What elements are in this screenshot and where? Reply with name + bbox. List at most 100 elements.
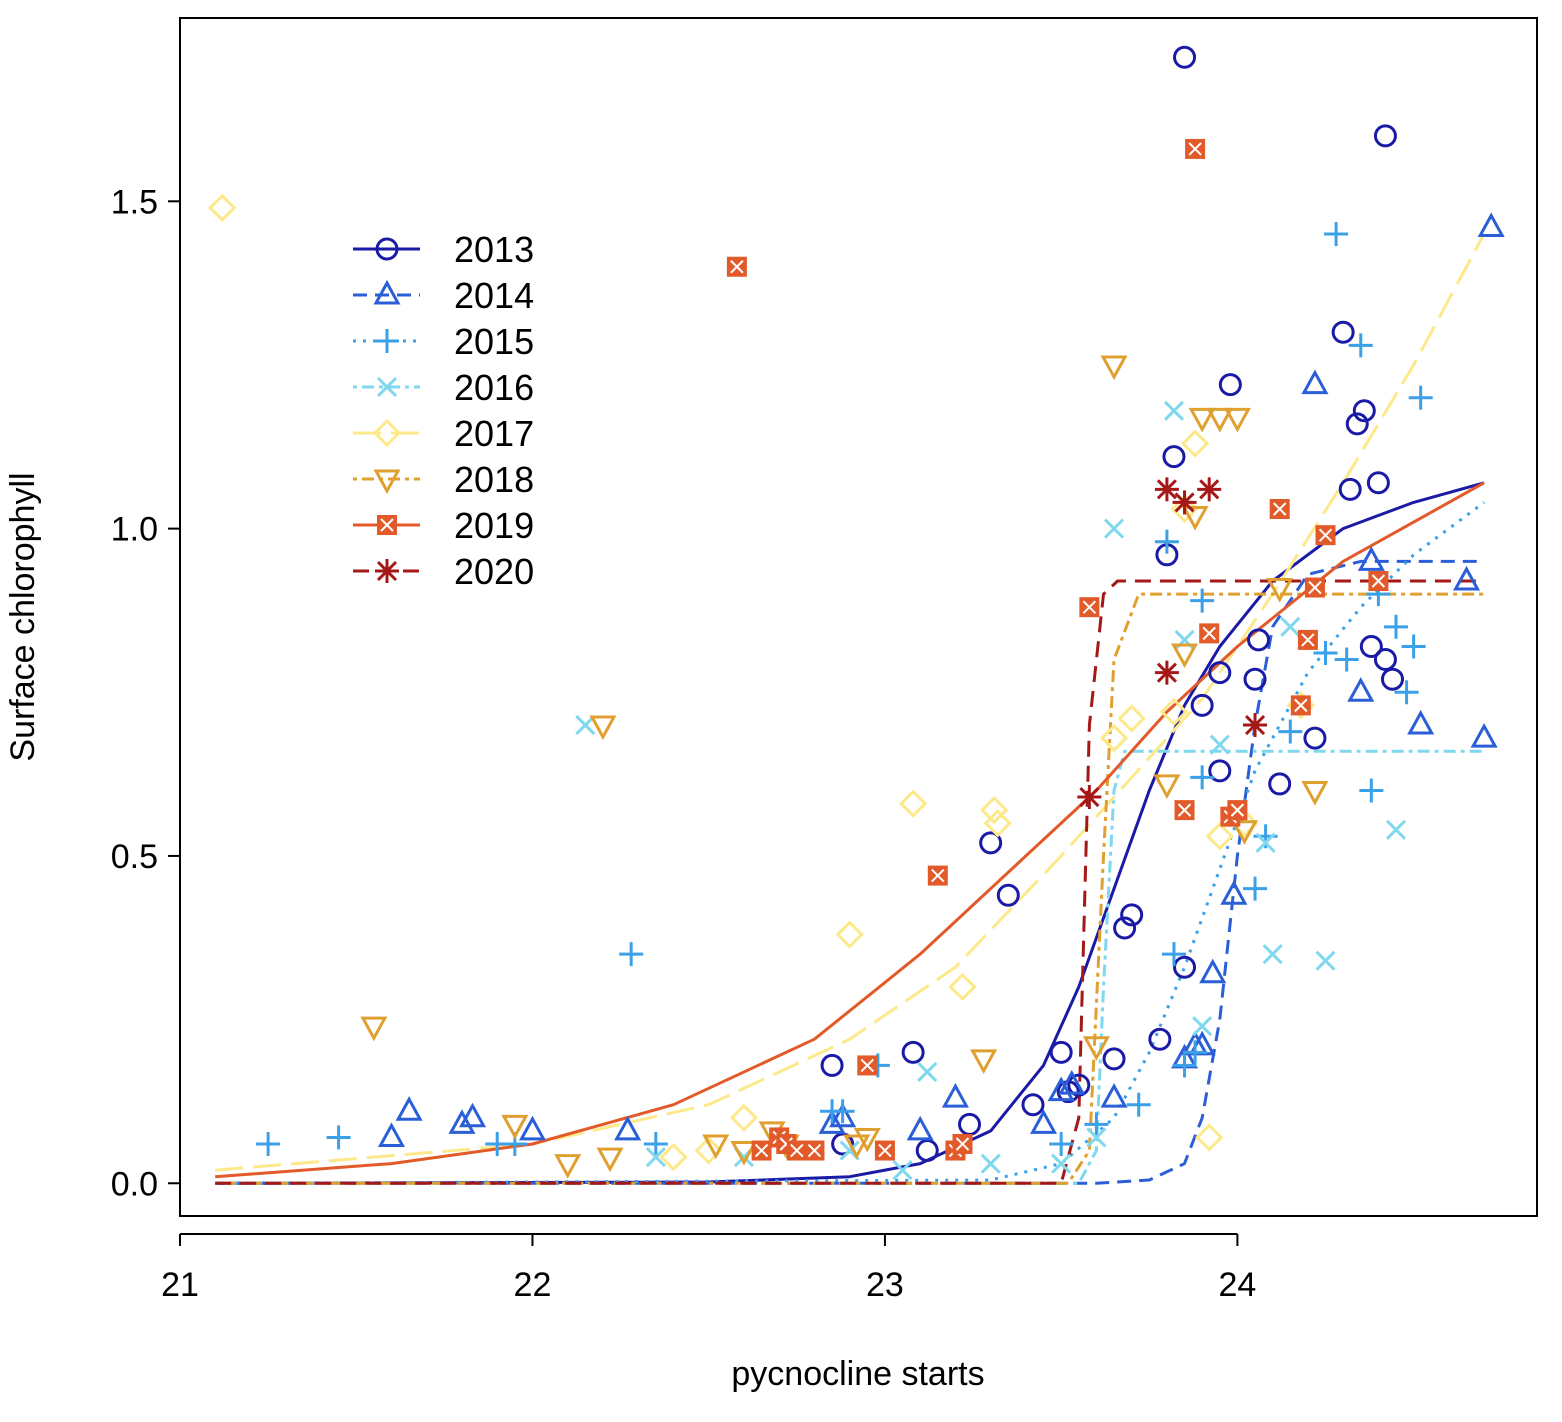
point-2013-28-shape [1338,477,1362,501]
point-2017-5 [899,789,928,818]
point-2019-16-d2 [1230,803,1245,817]
point-2013-3 [915,1139,939,1163]
point-2014-20 [1347,677,1375,702]
point-2015-10 [1084,1112,1109,1137]
point-2017-11 [1159,697,1189,727]
point-2014-21 [1357,546,1385,571]
point-2019-7 [874,1140,895,1161]
point-2013-23-shape [1243,667,1267,691]
point-2020-5-d2 [1244,714,1266,736]
point-2019-1-d2 [754,1143,769,1158]
legend-marker-2020 [375,559,399,583]
point-2018-16-shape [1181,506,1209,531]
point-2013-34-shape [1380,667,1404,691]
point-2018-13 [1100,355,1128,381]
point-2018-17-shape [1188,407,1216,433]
point-2015-13 [1161,942,1186,967]
point-2013-18-shape [1173,45,1197,69]
point-2013-11-shape [1102,1047,1126,1071]
fit-curve-2014 [215,559,1485,1185]
point-2018-21 [1266,578,1294,603]
point-2015-24 [1348,333,1373,358]
legend-label-2016: 2016 [454,367,534,408]
point-2013-20-shape [1208,759,1232,783]
point-2015-7 [830,1099,855,1124]
point-2015-4 [619,942,644,967]
point-2014-10-shape [1030,1109,1058,1134]
point-2019-4-d2 [790,1143,804,1158]
point-2019-5-d2 [807,1143,822,1158]
point-2016-5 [917,1061,938,1083]
point-2014-7-shape [829,1102,857,1128]
point-2014-25 [1477,212,1505,237]
point-2014-5 [614,1115,642,1141]
point-2016-0-d2 [575,714,596,736]
point-2015-1 [326,1125,351,1150]
point-2014-10 [1030,1109,1058,1134]
fit-curve-2018 [215,592,1485,1185]
point-2014-22-shape [1407,709,1435,735]
point-2016-15-d2 [1262,944,1283,965]
point-2019-6-d2 [860,1058,875,1073]
point-2017-4 [835,920,864,949]
point-2014-0-shape [377,1122,406,1147]
y-axis: 0.0 0.5 1.0 1.5 [111,183,180,1203]
point-2017-1-shape [659,1142,688,1172]
point-2015-9 [1049,1131,1074,1156]
point-2017-0 [208,193,237,222]
point-2015-12 [1154,529,1179,554]
point-2018-14 [1153,774,1181,800]
point-2018-12 [1082,1036,1110,1061]
point-2013-8 [1049,1040,1073,1064]
point-2016-8 [1086,1127,1107,1148]
point-2016-8-d2 [1086,1127,1107,1148]
point-2018-22-shape [1301,780,1329,806]
point-2018-12-shape [1082,1036,1110,1061]
point-2020-0 [1077,785,1102,810]
legend-label-2019: 2019 [454,505,534,546]
legend-marker-2016-d2 [376,376,398,398]
point-2019-8-d2 [931,868,945,883]
point-2013-30 [1352,399,1376,423]
point-2014-7 [829,1102,857,1128]
point-2019-14-d2 [1202,626,1216,641]
point-2016-4 [892,1160,913,1181]
point-2013-11 [1102,1047,1126,1071]
point-2020-0-d2 [1079,786,1100,808]
point-2018-22 [1301,780,1329,806]
legend-marker-2016 [376,376,398,398]
point-2019-21-d2 [1318,528,1333,542]
point-2016-4-d2 [892,1160,913,1181]
point-2018-13-shape [1100,355,1128,381]
point-2014-1 [395,1096,423,1121]
point-2016-10-d2 [1163,400,1185,421]
point-2013-4-shape [958,1112,982,1136]
point-2019-17 [1269,498,1290,519]
point-2019-16 [1227,800,1248,821]
point-2013-12-shape [1113,916,1137,940]
point-2013-25 [1268,772,1292,796]
point-2019-19 [1297,629,1318,650]
x-tick-label-1: 22 [514,1266,552,1304]
point-2017-12 [1170,494,1199,524]
point-2015-14 [1172,1053,1197,1078]
point-2019-10 [952,1133,973,1154]
point-2018-20 [1230,820,1258,845]
point-2014-0 [377,1122,406,1147]
point-2014-8-shape [906,1115,934,1141]
point-2013-0-shape [820,1053,844,1077]
point-2013-1 [831,1132,855,1156]
x-tick-label-3: 24 [1218,1266,1256,1304]
x-tick-label-0: 21 [161,1266,199,1304]
point-2013-14 [1148,1027,1172,1051]
point-2018-3 [596,1147,624,1173]
point-2018-15-shape [1170,643,1199,669]
point-2015-28 [1394,680,1419,705]
point-2013-19-shape [1190,693,1214,717]
data-points [208,45,1505,1181]
point-2013-33 [1373,648,1397,672]
legend-label-2014: 2014 [454,275,534,316]
point-2017-15-shape [1205,822,1234,851]
point-2016-13-d2 [1209,734,1230,755]
